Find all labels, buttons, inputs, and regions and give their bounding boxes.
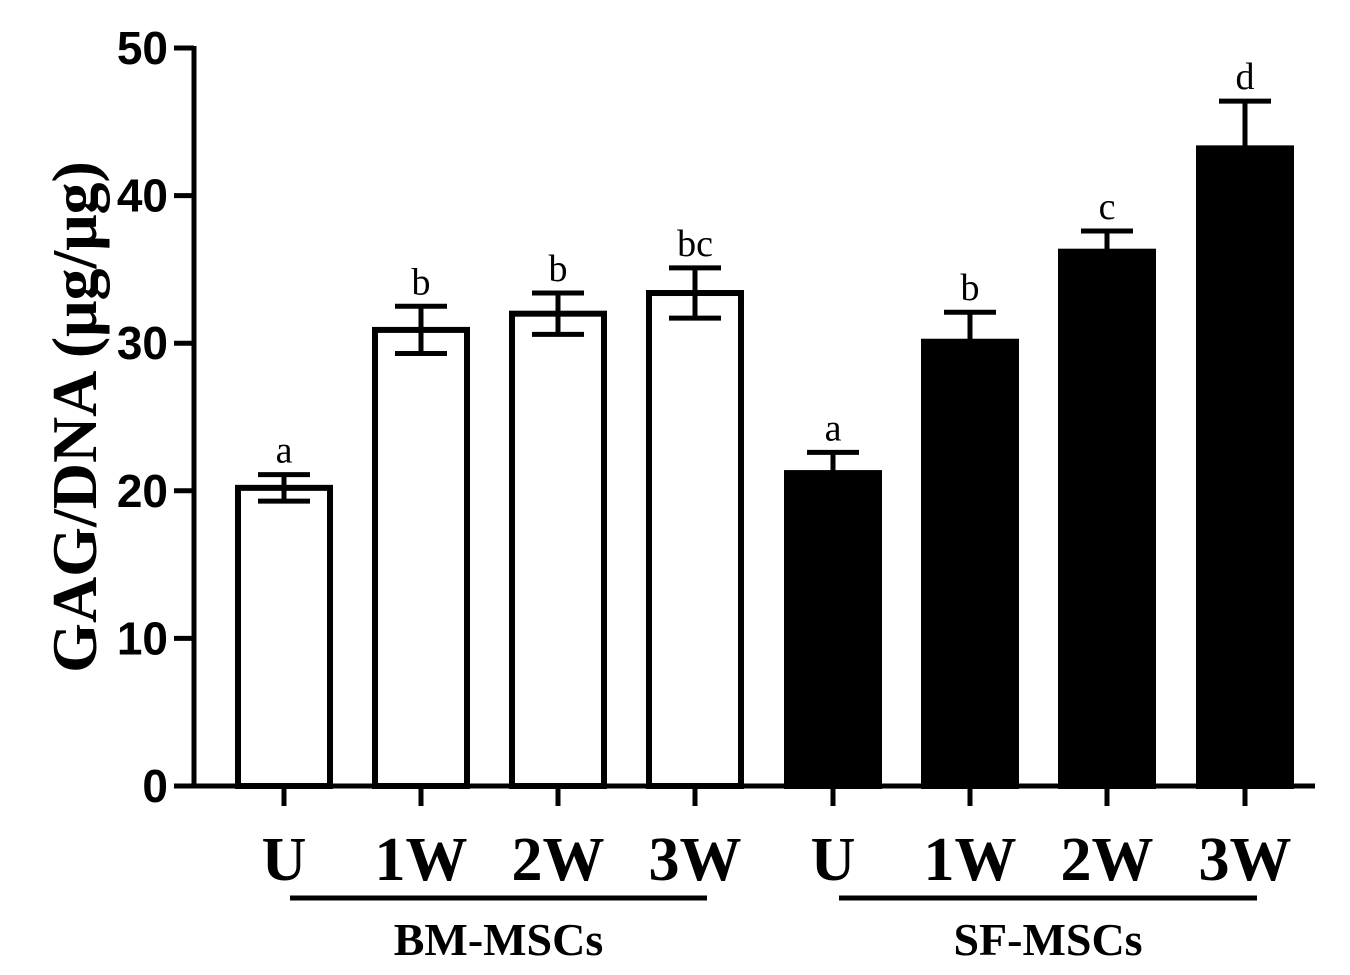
significance-label: b	[961, 267, 980, 309]
group-label: SF-MSCs	[953, 914, 1142, 965]
bar	[372, 326, 470, 789]
bar	[235, 484, 333, 789]
x-category-label: 1W	[375, 826, 468, 894]
bar	[921, 338, 1019, 789]
significance-label: b	[412, 261, 431, 303]
significance-label: a	[276, 430, 293, 472]
bar	[1058, 248, 1156, 790]
error-bars	[258, 98, 1271, 504]
x-category-label: 2W	[512, 826, 605, 894]
x-category-label: U	[811, 826, 856, 894]
significance-label: d	[1236, 56, 1255, 98]
significance-label: b	[549, 248, 568, 290]
bar	[646, 290, 744, 789]
axes: 0 10 20 30 40 50 GAG/DNA (μg/μg)	[39, 22, 1315, 812]
bar	[784, 470, 882, 789]
bar	[1196, 145, 1294, 790]
y-tick-label: 10	[117, 612, 168, 664]
bars	[235, 145, 1294, 790]
x-category-label: U	[262, 826, 307, 894]
y-tick-label: 40	[117, 170, 168, 222]
y-tick-label: 0	[142, 760, 168, 812]
y-tick-label: 50	[117, 22, 168, 74]
x-category-label: 3W	[1199, 826, 1292, 894]
x-category-label: 3W	[649, 826, 742, 894]
group-label: BM-MSCs	[394, 914, 604, 965]
y-tick-label: 30	[117, 317, 168, 369]
significance-label: a	[825, 407, 842, 449]
labels: a Ub 1W b 2W bc 3W a Ub 1W c 2W d 3W BM-MSCs SF-MSCs	[262, 56, 1292, 965]
x-category-label: 2W	[1061, 826, 1154, 894]
significance-label: bc	[677, 223, 713, 265]
bar	[509, 310, 607, 789]
y-axis-label: GAG/DNA (μg/μg)	[39, 161, 110, 673]
y-tick-label: 20	[117, 465, 168, 517]
x-category-label: 1W	[924, 826, 1017, 894]
significance-label: c	[1099, 186, 1116, 228]
